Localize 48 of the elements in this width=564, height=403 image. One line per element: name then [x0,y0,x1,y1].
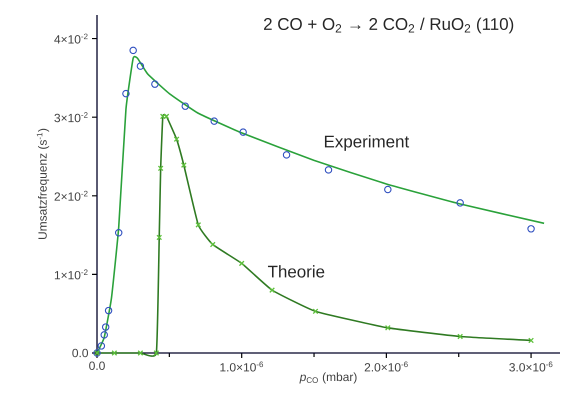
point [156,234,162,240]
point [138,350,144,356]
point [114,228,122,236]
point [384,324,391,331]
point [164,113,170,120]
point [182,102,190,110]
point [195,222,202,228]
point [210,117,218,125]
point [527,225,535,233]
point [104,306,112,314]
x-tick-label: 3.0×10$^{-6}$ [509,362,552,372]
point [210,242,216,248]
y-tick-label: 1×10$^{-2}$ [54,269,88,280]
point [151,80,159,88]
point [153,350,160,356]
point [528,338,534,344]
x-tick-label: 2.0×10$^{-6}$ [364,362,408,372]
point [136,62,144,70]
point [456,199,464,207]
point [282,151,290,159]
chart-title: 2 CO + O$_{2}$ → 2 CO$_{2}$ / RuO$_{2}$ (110) [264,18,514,34]
point [122,90,130,98]
point [312,308,318,314]
point [100,331,108,339]
series-label: Theorie [268,265,324,278]
point [160,113,166,120]
y-tick-label: 2×10$^{-2}$ [54,190,88,201]
series-label: Experiment [324,135,410,151]
point [239,128,247,136]
y-tick-label: 4×10$^{-2}$ [54,34,88,44]
x-axis-title: p$_{CO}$ (mbar) [299,372,357,384]
point [180,162,187,168]
point [238,260,245,266]
point [158,165,164,172]
x-tick-label: 0.0 [89,362,105,370]
point [102,323,110,331]
point [457,334,464,340]
y-axis-title: Umsatzfrequenz (s$^{-1}$) [36,128,50,240]
point [98,342,106,350]
point [324,166,332,174]
y-tick-label: 3×10$^{-2}$ [54,112,88,122]
point [129,46,137,54]
y-tick-label: 0.0 [72,348,88,358]
point [384,186,392,194]
point [269,287,275,294]
point [111,350,118,356]
point [174,136,180,142]
x-tick-label: 1.0×10$^{-6}$ [220,362,264,372]
